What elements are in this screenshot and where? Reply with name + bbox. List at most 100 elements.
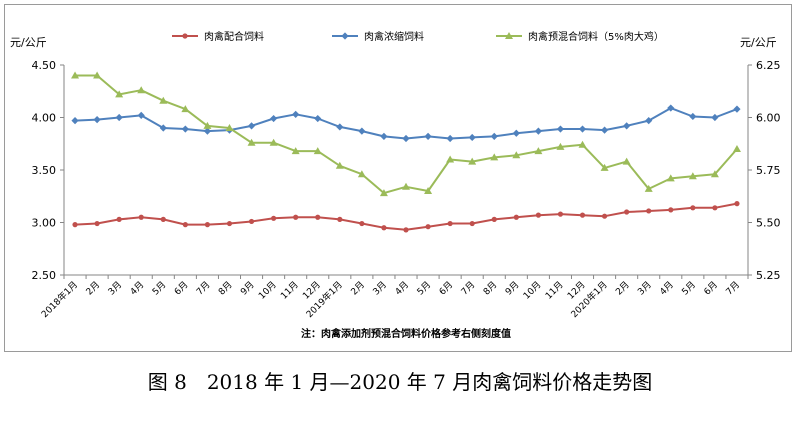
- x-tick-label: 2018年1月: [39, 279, 80, 320]
- data-point: [225, 124, 234, 131]
- data-point: [226, 220, 233, 227]
- left-tick-label: 3.00: [32, 217, 57, 230]
- right-unit-label: 元/公斤: [740, 36, 777, 49]
- data-point: [93, 116, 101, 124]
- right-tick-label: 5.50: [756, 217, 781, 230]
- data-point: [446, 155, 455, 163]
- data-point: [579, 212, 586, 218]
- x-tick-label: 9月: [238, 279, 256, 297]
- data-point: [182, 222, 188, 228]
- x-tick-label: 7月: [724, 279, 742, 297]
- data-point: [600, 126, 609, 134]
- data-point: [578, 140, 587, 148]
- x-tick-label: 2月: [614, 279, 632, 297]
- data-point: [534, 147, 543, 155]
- data-point: [292, 110, 300, 118]
- series-line: [75, 74, 738, 195]
- data-point: [712, 205, 718, 211]
- x-tick-label: 7月: [194, 279, 212, 297]
- legend-marker: [182, 33, 188, 39]
- left-unit-label: 元/公斤: [10, 36, 47, 49]
- x-tick-label: 4月: [128, 279, 146, 297]
- data-point: [314, 114, 322, 123]
- data-point: [181, 105, 190, 113]
- chart: 2.50 3.00 3.50 4.00 4.50 5.25 5.50 5.75 6.00 6.25…: [10, 30, 781, 340]
- data-point: [138, 214, 144, 220]
- data-point: [447, 220, 453, 227]
- x-tick-label: 4月: [393, 279, 411, 297]
- data-point: [645, 117, 653, 125]
- data-point: [159, 96, 168, 104]
- x-tick-label: 5月: [680, 279, 698, 297]
- data-point: [513, 214, 519, 220]
- left-tick-label: 4.00: [32, 112, 57, 125]
- data-point: [159, 124, 167, 132]
- x-tick-label: 2月: [349, 279, 367, 297]
- data-point: [116, 216, 122, 222]
- legend-label: 肉禽配合饲料: [204, 30, 264, 43]
- data-point: [622, 157, 631, 165]
- x-tick-label: 6月: [437, 279, 455, 297]
- data-point: [313, 147, 322, 155]
- data-point: [291, 147, 300, 155]
- data-point: [115, 113, 123, 122]
- data-point: [690, 205, 696, 211]
- data-point: [646, 208, 652, 214]
- x-tick-label: 8月: [216, 279, 234, 297]
- data-point: [381, 225, 387, 231]
- data-point: [248, 218, 255, 225]
- data-point: [160, 216, 166, 222]
- data-point: [688, 172, 697, 180]
- data-point: [336, 123, 344, 131]
- data-point: [270, 114, 278, 123]
- left-tick-label: 3.50: [32, 164, 57, 177]
- data-point: [490, 153, 499, 161]
- data-point: [203, 127, 212, 135]
- data-point: [403, 227, 409, 233]
- x-tick-label: 3月: [106, 279, 124, 297]
- x-tick-label: 3月: [371, 279, 389, 297]
- x-tick-label: 6月: [172, 279, 190, 297]
- legend-label: 肉禽浓缩饲料: [364, 30, 424, 43]
- data-point: [115, 90, 124, 98]
- x-tick-label: 4月: [658, 279, 676, 297]
- data-point: [468, 157, 477, 165]
- x-tick-label: 8月: [481, 279, 499, 297]
- data-point: [271, 215, 277, 221]
- data-point: [357, 170, 366, 178]
- data-point: [424, 132, 432, 140]
- right-tick-label: 6.00: [756, 112, 781, 125]
- x-tick-label: 3月: [636, 279, 654, 297]
- data-point: [358, 127, 366, 135]
- data-point: [535, 212, 541, 218]
- left-tick-label: 2.50: [32, 269, 57, 282]
- right-tick-label: 5.25: [756, 269, 781, 282]
- data-point: [425, 224, 431, 230]
- x-tick-label: 11月: [543, 279, 565, 301]
- data-point: [490, 132, 498, 140]
- data-point: [624, 209, 630, 215]
- data-point: [578, 125, 587, 133]
- legend-label: 肉禽预混合饲料（5%肉大鸡）: [528, 30, 664, 43]
- x-tick-label: 10月: [521, 279, 543, 301]
- data-point: [93, 71, 102, 79]
- data-point: [556, 125, 565, 133]
- left-tick-label: 4.50: [32, 59, 57, 72]
- data-point: [204, 222, 211, 228]
- data-point: [72, 222, 78, 228]
- data-point: [666, 174, 675, 182]
- data-point: [557, 211, 564, 217]
- x-tick-label: 2月: [84, 279, 102, 297]
- x-tick-label: 6月: [702, 279, 720, 297]
- right-tick-label: 5.75: [756, 164, 781, 177]
- series-line: [74, 107, 738, 140]
- data-point: [732, 145, 741, 152]
- data-point: [335, 161, 344, 169]
- data-point: [402, 182, 410, 190]
- x-tick-label: 10月: [256, 279, 278, 301]
- figure-caption: 图 8 2018 年 1 月—2020 年 7 月肉禽饲料价格走势图: [147, 370, 653, 394]
- right-tick-label: 6.25: [756, 59, 781, 72]
- data-point: [710, 170, 719, 178]
- data-point: [512, 129, 520, 137]
- legend-marker: [341, 32, 349, 40]
